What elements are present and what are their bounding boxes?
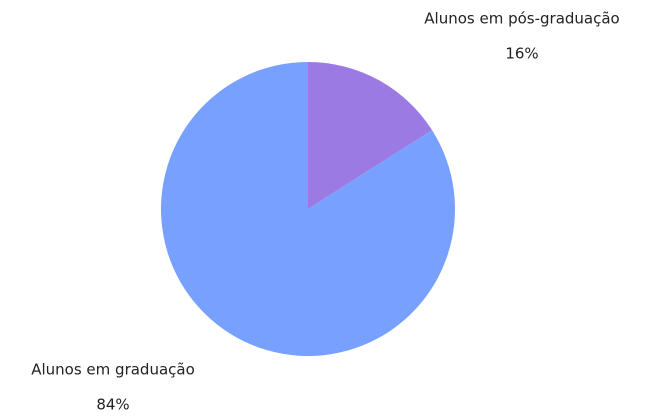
pie-slice: [160, 62, 456, 356]
pie-slice: [308, 62, 433, 209]
slice-value-label: 84%: [96, 396, 129, 414]
slice-label: Alunos em pós-graduação: [424, 10, 619, 28]
slice-label: Alunos em graduação: [31, 361, 195, 379]
slice-value-label: 16%: [505, 45, 538, 63]
